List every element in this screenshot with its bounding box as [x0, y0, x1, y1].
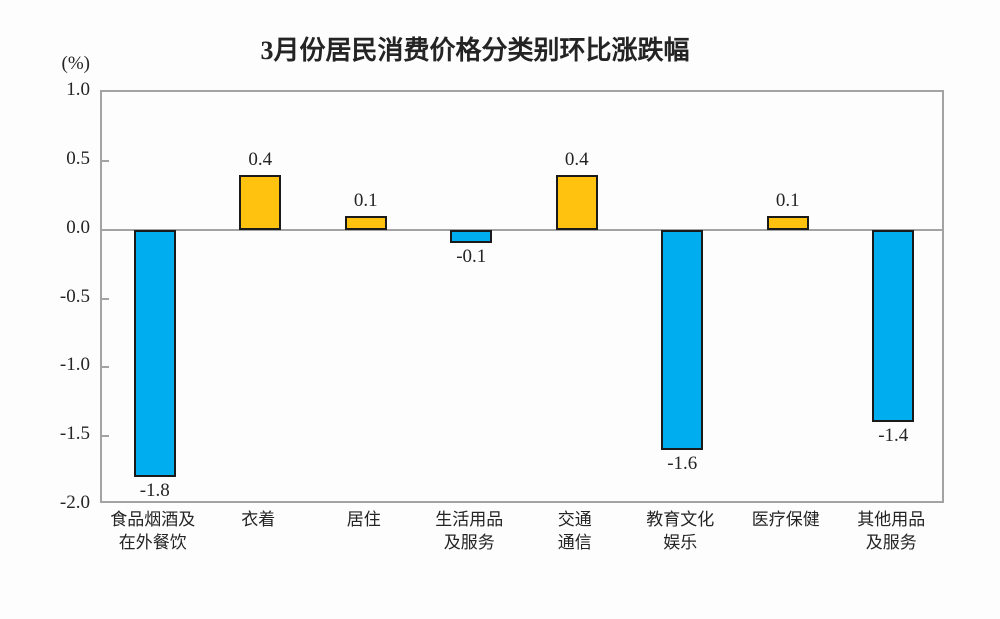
bar-value-label: 0.4	[248, 148, 273, 170]
plot-area: -1.8 0.4 0.1 -0.1 0.4 -1.6 0.1 -1.4	[100, 90, 944, 503]
x-category-label-line: 娱乐	[663, 533, 698, 552]
x-category-label: 居住	[294, 508, 434, 531]
bar-value-label: -1.6	[667, 452, 698, 474]
x-category-label-line: 衣着	[241, 510, 276, 529]
bar	[555, 174, 598, 230]
bar-value-label: 0.1	[353, 189, 378, 211]
x-category-label: 其他用品 及服务	[821, 508, 961, 554]
x-category-label-line: 食品烟酒及	[110, 510, 196, 529]
zero-baseline	[102, 228, 942, 231]
y-tick-label: -2.0	[59, 492, 90, 513]
y-tick-mark	[102, 297, 109, 300]
x-category-label: 生活用品 及服务	[399, 508, 539, 554]
bar	[133, 229, 176, 478]
x-category-label-line: 通信	[557, 533, 592, 552]
x-category-label: 衣着	[188, 508, 328, 531]
bar	[872, 229, 915, 423]
x-category-label-line: 交通	[557, 510, 592, 529]
x-category-label-line: 及服务	[443, 533, 495, 552]
chart-title: 3月份居民消费价格分类别环比涨跌幅	[260, 36, 690, 65]
bar	[344, 215, 387, 230]
y-tick-mark	[102, 159, 109, 162]
x-category-label-line: 医疗保健	[751, 510, 820, 529]
bar-value-label: -1.4	[878, 425, 909, 447]
bar-value-label: 0.1	[775, 189, 800, 211]
y-tick-label: -0.5	[59, 285, 90, 307]
x-category-label-line: 及服务	[865, 533, 917, 552]
bar-value-label: -1.8	[139, 480, 170, 502]
x-category-label-line: 在外餐饮	[118, 533, 187, 552]
x-category-label-line: 教育文化	[646, 510, 715, 529]
y-tick-label: 1.0	[66, 79, 90, 100]
bar-value-label: 0.4	[564, 148, 589, 170]
y-tick-label: -1.5	[59, 423, 90, 445]
y-axis-unit-label: (%)	[61, 53, 90, 74]
x-category-label: 交通 通信	[505, 508, 645, 554]
bar	[450, 229, 493, 244]
x-category-label: 教育文化 娱乐	[610, 508, 750, 554]
x-category-label-line: 其他用品	[857, 510, 926, 529]
y-tick-mark	[102, 435, 109, 438]
y-tick-label: 0.0	[66, 216, 90, 238]
x-category-label-line: 生活用品	[435, 510, 504, 529]
x-category-label-line: 居住	[346, 510, 381, 529]
bar	[239, 174, 282, 230]
bar	[766, 215, 809, 230]
y-tick-label: -1.0	[59, 354, 90, 376]
bar-value-label: -0.1	[456, 246, 487, 268]
y-tick-label: 0.5	[66, 147, 90, 169]
x-category-label: 医疗保健	[716, 508, 856, 531]
bar	[661, 229, 704, 450]
y-tick-mark	[102, 366, 109, 369]
x-category-label: 食品烟酒及 在外餐饮	[83, 508, 223, 554]
